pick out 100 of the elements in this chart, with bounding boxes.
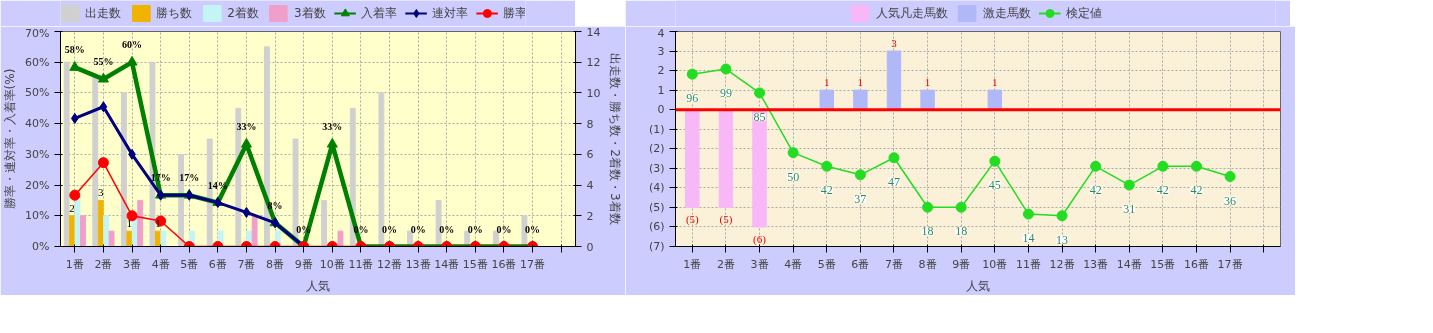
bar: [126, 230, 133, 247]
bar: [819, 89, 834, 111]
y-tick-label: 4: [657, 26, 665, 40]
x-tick-label: 17番: [520, 257, 546, 271]
point: [99, 101, 108, 113]
data-label: 3: [97, 186, 104, 199]
x-tick-label: 4番: [784, 257, 803, 271]
y-tick-label: 2: [657, 64, 665, 78]
y2-tick-label: 4: [586, 179, 594, 193]
y-tick-label: (1): [648, 122, 665, 136]
y2-tick-label: 6: [586, 148, 594, 162]
point: [955, 201, 967, 213]
data-label: 42: [1089, 183, 1102, 198]
bar: [337, 230, 344, 247]
y2-tick-label: 2: [586, 209, 594, 223]
data-label: 13: [1056, 232, 1069, 247]
data-label: (5): [719, 213, 733, 227]
bar: [160, 230, 167, 247]
data-label: 36: [1224, 193, 1237, 208]
x-tick-label: 11番: [1015, 257, 1041, 271]
data-label: 0%: [467, 223, 483, 235]
x-tick-label: 5番: [180, 257, 199, 271]
point: [1190, 160, 1202, 172]
y-tick-label: 0: [657, 103, 665, 117]
data-label: 3: [891, 37, 898, 50]
point: [97, 157, 109, 169]
data-label: 42: [1156, 183, 1169, 198]
legend-label: 勝ち数: [156, 4, 193, 22]
y2-tick-label: 14: [586, 25, 601, 39]
point: [240, 137, 252, 148]
point: [854, 169, 866, 181]
bar: [251, 215, 258, 247]
data-label: 58%: [64, 44, 85, 56]
x-tick-label: 15番: [1150, 257, 1176, 271]
point: [326, 137, 338, 148]
bar: [63, 61, 70, 247]
bar: [853, 89, 868, 111]
x-tick-label: 6番: [851, 257, 870, 271]
y-tick-label: 20%: [25, 178, 50, 192]
y-tick-label: (2): [648, 142, 665, 156]
x-tick-label: 14番: [1116, 257, 1142, 271]
x-tick-label: 3番: [750, 257, 769, 271]
bar: [137, 199, 144, 247]
x-tick-label: 14番: [434, 257, 460, 271]
x-tick-label: 16番: [1183, 257, 1209, 271]
data-label: 0%: [439, 223, 455, 235]
data-label: 42: [1190, 183, 1203, 198]
x-tick-label: 12番: [377, 257, 403, 271]
point: [686, 68, 698, 80]
data-label: 2: [69, 201, 75, 214]
data-label: 45: [988, 178, 1001, 193]
x-tick-label: 10番: [319, 257, 345, 271]
y-tick-label: 50%: [25, 86, 50, 100]
y-tick-label: 70%: [25, 26, 50, 40]
data-label: 99: [719, 86, 732, 101]
data-label: 50: [787, 169, 800, 184]
x-tick-label: 9番: [952, 257, 971, 271]
data-label: 31: [1123, 202, 1136, 217]
point: [787, 147, 799, 159]
legend-label: 検定値: [1065, 4, 1102, 22]
data-label: 96: [686, 91, 699, 106]
x-tick-label: 1番: [65, 257, 84, 271]
x-tick-label: 12番: [1049, 257, 1075, 271]
point: [1123, 179, 1135, 191]
point: [69, 189, 81, 201]
data-label: 1: [824, 76, 830, 89]
data-label: 1: [992, 76, 998, 89]
data-label: 47: [887, 174, 900, 189]
x-tick-label: 2番: [94, 257, 113, 271]
x-tick-label: 13番: [405, 257, 431, 271]
point: [989, 155, 1001, 167]
x-tick-label: 10番: [982, 257, 1008, 271]
bar: [97, 199, 104, 247]
data-label: 1: [126, 217, 133, 230]
bar: [718, 109, 734, 208]
bar: [92, 77, 99, 247]
data-label: 0%: [496, 223, 512, 235]
bar: [920, 89, 935, 111]
data-label: 0%: [382, 223, 398, 235]
x-tick-label: 15番: [462, 257, 488, 271]
y-tick-label: 60%: [25, 55, 50, 69]
legend-label: 3着数: [294, 4, 326, 22]
bar: [321, 199, 328, 247]
y-axis-title: 勝率・連対率・入着率(%): [3, 68, 18, 210]
y-tick-label: (4): [648, 181, 665, 195]
point: [821, 160, 833, 172]
bar: [987, 89, 1003, 111]
y-tick-label: 3: [657, 44, 665, 58]
data-label: 14: [1022, 231, 1035, 246]
point: [1056, 210, 1068, 222]
y2-tick-label: 12: [586, 56, 601, 70]
data-label: 33%: [322, 121, 343, 133]
bar: [752, 109, 767, 228]
data-label: 18: [921, 224, 934, 239]
legend-label: 連対率: [431, 4, 468, 22]
legend-label: 2着数: [227, 4, 259, 22]
legend-label: 入着率: [360, 4, 397, 22]
bar: [108, 230, 115, 247]
y-tick-label: (6): [648, 220, 665, 234]
data-label: 0%: [410, 223, 426, 235]
